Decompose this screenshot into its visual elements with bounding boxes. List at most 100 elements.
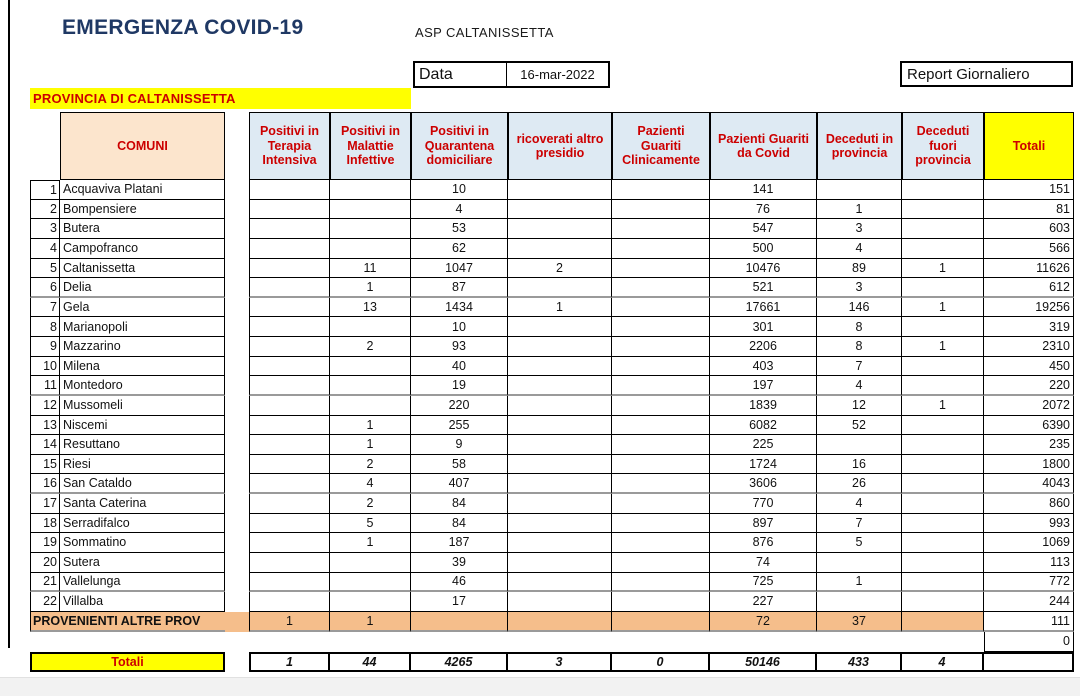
value-cell[interactable]: 11 xyxy=(330,258,411,279)
altre-prov-value-cell[interactable] xyxy=(508,611,612,632)
value-cell[interactable] xyxy=(508,435,612,455)
value-cell[interactable] xyxy=(902,552,984,573)
grand-total-cell[interactable]: 0 xyxy=(612,651,710,672)
value-cell[interactable]: 1 xyxy=(902,258,984,279)
value-cell[interactable]: 3 xyxy=(817,278,902,298)
row-number-cell[interactable]: 17 xyxy=(30,494,60,514)
value-cell[interactable]: 10 xyxy=(411,317,508,337)
value-cell[interactable]: 1 xyxy=(330,278,411,298)
total-cell[interactable]: 113 xyxy=(984,552,1074,573)
value-cell[interactable]: 1 xyxy=(817,199,902,220)
gap-cell[interactable] xyxy=(225,239,249,259)
altre-prov-value-cell[interactable] xyxy=(902,611,984,632)
total-cell[interactable]: 319 xyxy=(984,317,1074,337)
value-cell[interactable]: 8 xyxy=(817,337,902,357)
value-cell[interactable]: 53 xyxy=(411,219,508,239)
row-number-cell[interactable]: 18 xyxy=(30,513,60,534)
gap-cell[interactable] xyxy=(225,259,249,279)
value-cell[interactable] xyxy=(612,513,710,534)
value-cell[interactable] xyxy=(249,513,330,534)
value-cell[interactable]: 7 xyxy=(817,513,902,534)
total-cell[interactable]: 235 xyxy=(984,435,1074,455)
value-cell[interactable] xyxy=(249,454,330,475)
row-number-cell[interactable]: 6 xyxy=(30,278,60,298)
row-number-cell[interactable]: 8 xyxy=(30,317,60,337)
value-cell[interactable]: 725 xyxy=(710,572,817,593)
value-cell[interactable] xyxy=(902,356,984,377)
value-cell[interactable] xyxy=(508,474,612,494)
value-cell[interactable]: 19 xyxy=(411,376,508,396)
row-number-cell[interactable]: 20 xyxy=(30,552,60,573)
gap-cell[interactable] xyxy=(225,592,249,612)
value-cell[interactable]: 89 xyxy=(817,258,902,279)
grand-total-label[interactable]: Totali xyxy=(30,651,225,672)
value-cell[interactable] xyxy=(612,533,710,553)
value-cell[interactable] xyxy=(330,180,411,200)
gap-cell[interactable] xyxy=(225,494,249,514)
value-cell[interactable]: 146 xyxy=(817,297,902,318)
total-cell[interactable]: 81 xyxy=(984,199,1074,220)
total-cell[interactable]: 772 xyxy=(984,572,1074,593)
altre-prov-total-cell[interactable]: 111 xyxy=(984,611,1074,632)
value-cell[interactable] xyxy=(902,572,984,593)
value-cell[interactable]: 46 xyxy=(411,572,508,593)
value-cell[interactable] xyxy=(330,552,411,573)
gap-cell[interactable] xyxy=(225,298,249,318)
col-header-terapia-intensiva[interactable]: Positivi in Terapia Intensiva xyxy=(249,112,330,180)
comune-cell[interactable]: Acquaviva Platani xyxy=(60,180,225,200)
col-header-quarantena[interactable]: Positivi in Quarantena domiciliare xyxy=(411,112,508,180)
value-cell[interactable]: 547 xyxy=(710,219,817,239)
value-cell[interactable] xyxy=(902,435,984,455)
grand-total-totali-cell[interactable] xyxy=(984,651,1074,672)
gap-cell[interactable] xyxy=(225,337,249,357)
value-cell[interactable] xyxy=(612,199,710,220)
value-cell[interactable]: 403 xyxy=(710,356,817,377)
value-cell[interactable] xyxy=(612,376,710,396)
value-cell[interactable]: 1 xyxy=(902,297,984,318)
value-cell[interactable] xyxy=(249,435,330,455)
value-cell[interactable] xyxy=(249,278,330,298)
value-cell[interactable]: 9 xyxy=(411,435,508,455)
comune-cell[interactable]: Niscemi xyxy=(60,415,225,436)
comune-cell[interactable]: Serradifalco xyxy=(60,513,225,534)
total-cell[interactable]: 11626 xyxy=(984,258,1074,279)
gap-cell[interactable] xyxy=(225,376,249,396)
comune-cell[interactable]: Villalba xyxy=(60,592,225,612)
value-cell[interactable]: 6082 xyxy=(710,415,817,436)
value-cell[interactable] xyxy=(330,219,411,239)
value-cell[interactable]: 5 xyxy=(817,533,902,553)
comune-cell[interactable]: Butera xyxy=(60,219,225,239)
row-number-cell[interactable]: 22 xyxy=(30,592,60,612)
col-header-deceduti-fuori[interactable]: Deceduti fuori provincia xyxy=(902,112,984,180)
value-cell[interactable] xyxy=(508,219,612,239)
value-cell[interactable]: 4 xyxy=(817,494,902,514)
value-cell[interactable]: 187 xyxy=(411,533,508,553)
value-cell[interactable] xyxy=(508,317,612,337)
value-cell[interactable]: 141 xyxy=(710,180,817,200)
value-cell[interactable] xyxy=(612,395,710,416)
gap-cell[interactable] xyxy=(225,416,249,436)
value-cell[interactable] xyxy=(612,435,710,455)
value-cell[interactable]: 10 xyxy=(411,180,508,200)
value-cell[interactable] xyxy=(612,238,710,259)
value-cell[interactable]: 4 xyxy=(817,376,902,396)
value-cell[interactable] xyxy=(249,395,330,416)
row-number-cell[interactable]: 4 xyxy=(30,238,60,259)
total-cell[interactable]: 244 xyxy=(984,592,1074,612)
value-cell[interactable] xyxy=(508,454,612,475)
col-header-deceduti-provincia[interactable]: Deceduti in provincia xyxy=(817,112,902,180)
total-cell[interactable]: 220 xyxy=(984,376,1074,396)
value-cell[interactable] xyxy=(508,180,612,200)
value-cell[interactable] xyxy=(612,180,710,200)
value-cell[interactable] xyxy=(508,533,612,553)
value-cell[interactable]: 255 xyxy=(411,415,508,436)
value-cell[interactable] xyxy=(249,376,330,396)
gap-cell[interactable] xyxy=(225,474,249,494)
value-cell[interactable]: 1839 xyxy=(710,395,817,416)
row-number-cell[interactable]: 5 xyxy=(30,258,60,279)
total-cell[interactable]: 4043 xyxy=(984,474,1074,494)
altre-prov-value-cell[interactable] xyxy=(612,611,710,632)
value-cell[interactable]: 17 xyxy=(411,592,508,612)
value-cell[interactable]: 1 xyxy=(902,395,984,416)
value-cell[interactable] xyxy=(330,376,411,396)
